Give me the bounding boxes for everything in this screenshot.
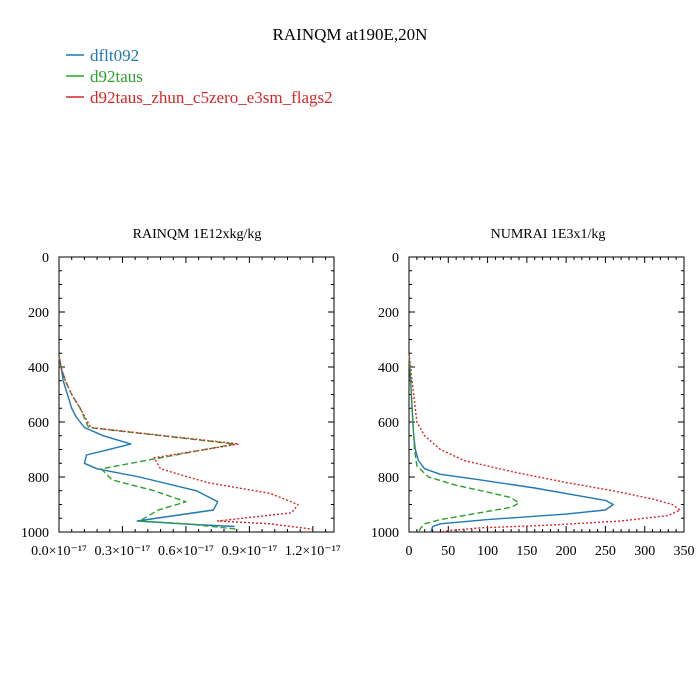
right-ytick-label: 200 [378, 306, 399, 321]
left-ytick-label: 0 [42, 251, 49, 266]
left-ytick-label: 1000 [21, 526, 49, 541]
right-ytick-label: 800 [378, 471, 399, 486]
right-xtick-label: 100 [477, 544, 498, 559]
left-series-line-1 [58, 355, 239, 530]
right-series-line-2 [408, 353, 681, 533]
right-panel-title: NUMRAI 1E3x1/kg [491, 227, 606, 242]
left-xtick-label: 0.0×10⁻¹⁷ [31, 544, 87, 559]
legend-label-d92taus: d92taus [90, 67, 143, 86]
right-panel-plot: 0 200 400 600 800 1000 0 50 100 150 200 250 300 350 [371, 251, 695, 559]
legend-entry-d92taus: d92taus [66, 67, 143, 86]
right-xtick-label: 50 [441, 544, 455, 559]
left-ytick-label: 400 [28, 361, 49, 376]
right-ytick-label: 0 [392, 251, 399, 266]
right-xtick-label: 0 [406, 544, 413, 559]
left-panel-plot: 0 200 400 600 800 1000 0.0×10⁻¹⁷ 0.3×10⁻¹⁷ 0.6×1… [21, 251, 341, 559]
legend-entry-d92taus-zhun: d92taus_zhun_c5zero_e3sm_flags2 [66, 88, 333, 107]
left-xtick-label: 0.9×10⁻¹⁷ [221, 544, 277, 559]
left-ytick-label: 800 [28, 471, 49, 486]
left-series-line-2 [58, 355, 313, 530]
right-xtick-label: 300 [634, 544, 655, 559]
right-xtick-label: 350 [674, 544, 695, 559]
right-xtick-label: 150 [516, 544, 537, 559]
right-ytick-label: 400 [378, 361, 399, 376]
left-xtick-label: 0.3×10⁻¹⁷ [95, 544, 151, 559]
right-series-line-1 [408, 353, 520, 533]
legend-label-d92taus-zhun: d92taus_zhun_c5zero_e3sm_flags2 [90, 88, 333, 107]
right-series-line-0 [408, 353, 614, 533]
right-xtick-label: 200 [556, 544, 577, 559]
figure-title: RAINQM at190E,20N [273, 25, 428, 44]
right-ytick-label: 1000 [371, 526, 399, 541]
left-panel-title: RAINQM 1E12xkg/kg [133, 227, 262, 242]
right-ytick-label: 600 [378, 416, 399, 431]
right-xtick-label: 250 [595, 544, 616, 559]
legend-label-dflt092: dflt092 [90, 46, 139, 65]
left-ytick-label: 200 [28, 306, 49, 321]
legend: dflt092 d92taus d92taus_zhun_c5zero_e3sm… [66, 46, 333, 107]
legend-entry-dflt092: dflt092 [66, 46, 139, 65]
left-ytick-label: 600 [28, 416, 49, 431]
left-series-line-0 [58, 355, 235, 528]
left-xtick-label: 0.6×10⁻¹⁷ [158, 544, 214, 559]
left-xtick-label: 1.2×10⁻¹⁷ [285, 544, 341, 559]
